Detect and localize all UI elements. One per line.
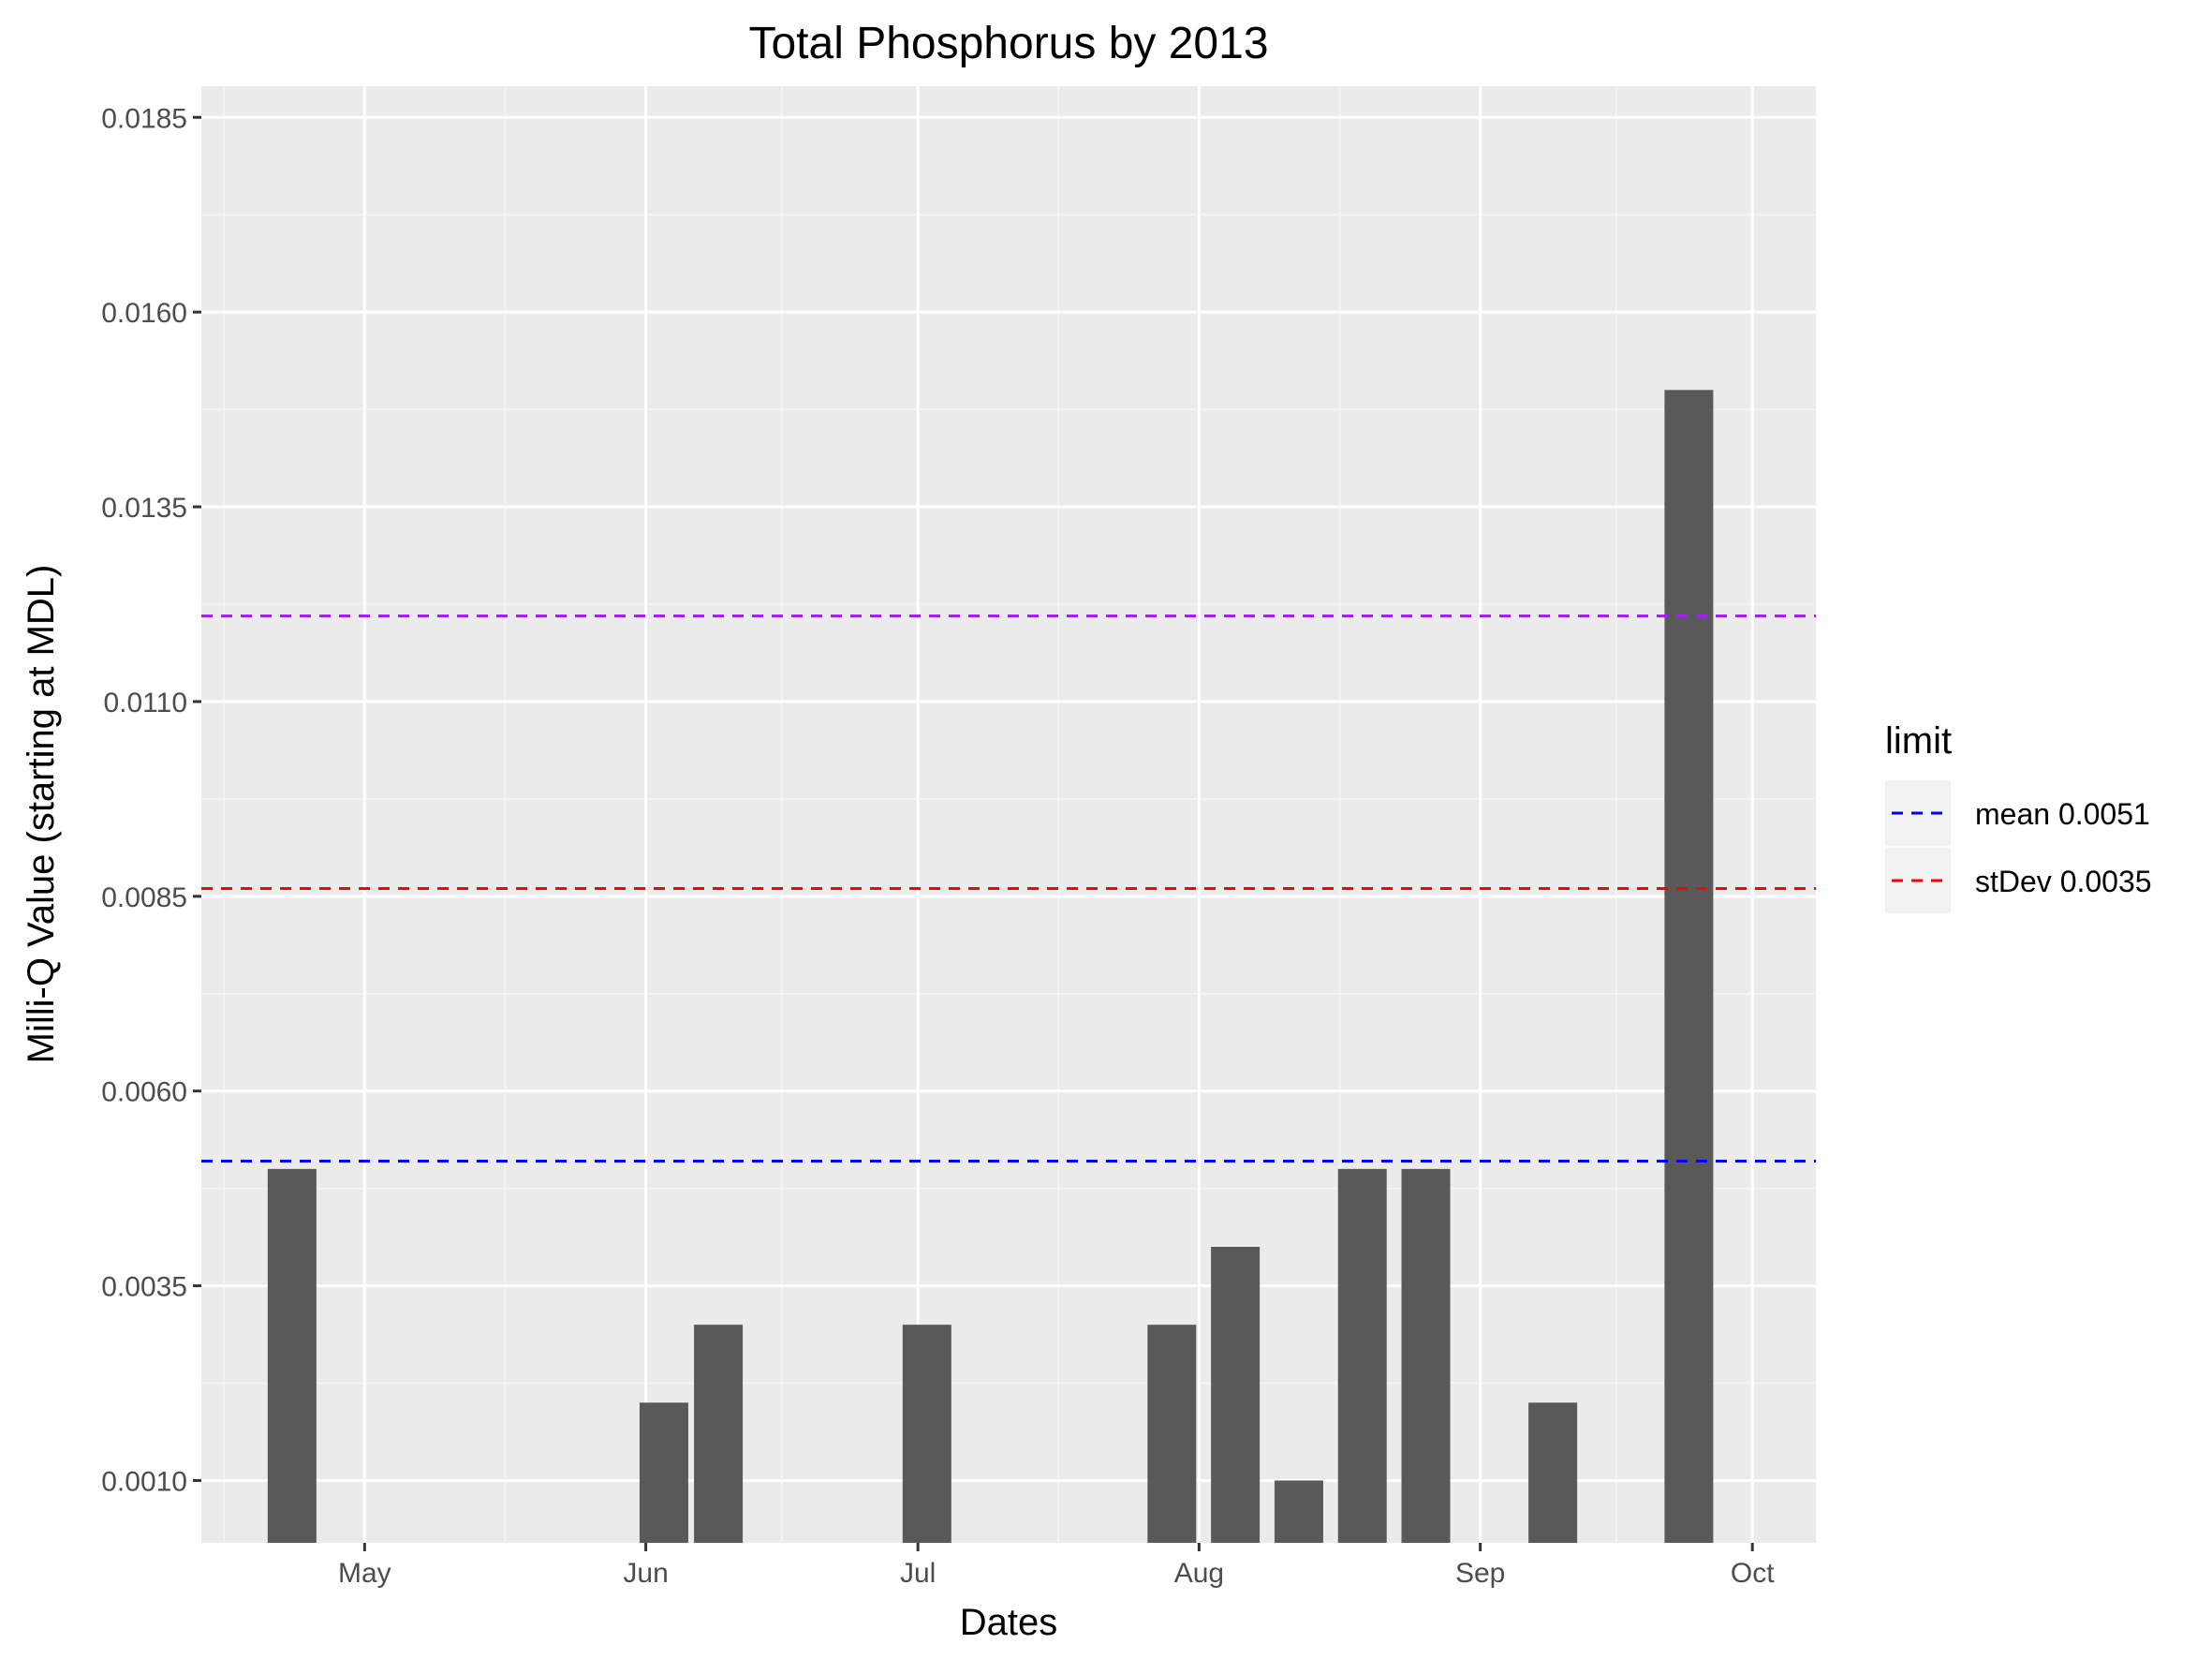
plot-panel bbox=[201, 86, 1816, 1543]
y-tick-label: 0.0160 bbox=[101, 298, 187, 329]
bars bbox=[267, 390, 1714, 1543]
major-gridlines bbox=[201, 86, 1816, 1543]
bar bbox=[1274, 1480, 1323, 1543]
bar bbox=[1664, 390, 1714, 1543]
reference-lines bbox=[201, 614, 1816, 1163]
x-tick-label: May bbox=[338, 1558, 391, 1589]
bar bbox=[639, 1402, 688, 1543]
bar bbox=[1147, 1325, 1197, 1543]
x-axis-title: Dates bbox=[960, 1602, 1058, 1643]
chart-title: Total Phosphorus by 2013 bbox=[748, 19, 1268, 68]
y-tick-label: 0.0185 bbox=[101, 103, 187, 134]
x-axis: May Jun Jul Aug Sep Oct bbox=[338, 1543, 1775, 1589]
y-tick-label: 0.0110 bbox=[103, 688, 187, 718]
bar bbox=[267, 1168, 317, 1543]
x-tick-label: Sep bbox=[1455, 1558, 1505, 1589]
y-tick-label: 0.0010 bbox=[101, 1466, 187, 1497]
y-tick-label: 0.0085 bbox=[101, 882, 187, 913]
bar bbox=[902, 1325, 951, 1543]
x-tick-label: Jul bbox=[900, 1558, 936, 1589]
bar bbox=[1528, 1402, 1578, 1543]
bar bbox=[1211, 1247, 1261, 1543]
y-axis-title: Milli-Q Value (starting at MDL) bbox=[21, 565, 62, 1064]
x-tick-label: Jun bbox=[623, 1558, 668, 1589]
y-tick-label: 0.0035 bbox=[101, 1272, 187, 1303]
minor-gridlines bbox=[201, 86, 1816, 1543]
y-tick-label: 0.0060 bbox=[101, 1077, 187, 1108]
bar bbox=[694, 1325, 744, 1543]
x-tick-label: Oct bbox=[1731, 1558, 1775, 1589]
y-tick-label: 0.0135 bbox=[101, 493, 187, 524]
legend: limit mean 0.0051 stDev 0.0035 bbox=[1885, 720, 2152, 913]
legend-title: limit bbox=[1885, 720, 1952, 762]
bar bbox=[1337, 1168, 1387, 1543]
bar bbox=[1401, 1168, 1451, 1543]
legend-label-mean: mean 0.0051 bbox=[1975, 797, 2150, 831]
x-tick-label: Aug bbox=[1174, 1558, 1224, 1589]
y-axis: 0.0010 0.0035 0.0060 0.0085 0.0110 0.0135 0.01… bbox=[101, 103, 201, 1497]
legend-label-stdev: stDev 0.0035 bbox=[1975, 865, 2152, 898]
